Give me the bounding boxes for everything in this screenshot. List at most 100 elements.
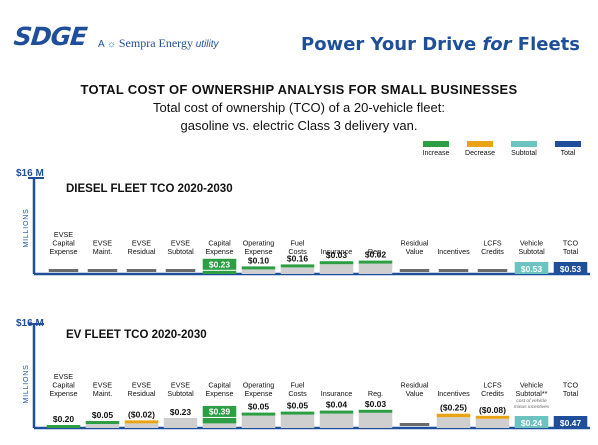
tagline-suffix: utility [195, 39, 219, 50]
bar-lcfs-credits [477, 269, 508, 272]
category-label-operating-expense: Operating [243, 239, 275, 248]
bar-evse-residual [124, 420, 159, 424]
category-label-capital-expense: Expense [206, 247, 234, 256]
category-label-capital-expense: Capital [208, 381, 231, 390]
value-label-capital-expense: $0.23 [209, 259, 231, 269]
category-label-lcfs-credits: Credits [481, 389, 504, 398]
sempra-tagline: A ☼ Sempra Energy utility [98, 36, 219, 51]
bar-residual-value [399, 423, 430, 426]
category-label-fuel-costs: Costs [288, 247, 307, 256]
category-label-residual-value: Value [406, 247, 424, 256]
chart-title: DIESEL FLEET TCO 2020-2030 [66, 183, 233, 195]
bar-base-fuel-costs [280, 414, 315, 428]
value-label-operating-expense: $0.05 [248, 402, 270, 412]
legend-label-decrease: Decrease [465, 150, 495, 157]
category-label-lcfs-credits: LCFS [483, 239, 502, 248]
category-label-capital-expense: Capital [208, 239, 231, 248]
legend-item-subtotal: Subtotal [504, 141, 544, 157]
y-axis-tick-label: $16 M [16, 318, 44, 329]
category-label-reg: Reg. [368, 247, 383, 256]
category-label-evse-subtotal: EVSE [171, 381, 190, 390]
bar-incentives [436, 413, 471, 418]
bar-base-reg [358, 263, 393, 274]
category-label-incentives: Incentives [437, 389, 470, 398]
category-label-evse-residual: Residual [128, 389, 156, 398]
category-label-reg: Reg. [368, 389, 383, 398]
category-label-tco-total: TCO [563, 381, 579, 390]
category-label-capital-expense: Expense [206, 389, 234, 398]
value-label-evse-capital-expense: $0.20 [53, 414, 75, 424]
bar-insurance [319, 261, 354, 265]
value-label-vehicle-subtotal: $0.53 [521, 264, 543, 274]
category-label-evse-subtotal: Subtotal [167, 247, 194, 256]
value-label-lcfs-credits: ($0.08) [479, 405, 506, 415]
legend-label-increase: Increase [422, 150, 450, 157]
category-label-lcfs-credits: LCFS [483, 381, 502, 390]
vehicle-subtotal-note: cost of vehicle [516, 398, 547, 404]
value-label-evse-residual: ($0.02) [128, 409, 155, 419]
category-label-residual-value: Residual [401, 239, 429, 248]
bar-base-insurance [319, 264, 354, 274]
bar-evse-maint [85, 421, 120, 424]
bar-evse-capital-expense [46, 425, 81, 428]
category-label-operating-expense: Expense [245, 389, 273, 398]
value-label-fuel-costs: $0.05 [287, 401, 309, 411]
category-label-evse-capital-expense: Expense [50, 389, 78, 398]
bar-evse-maint [87, 269, 118, 272]
bar-insurance [319, 410, 354, 414]
bar-lcfs-credits [475, 415, 510, 419]
category-label-evse-capital-expense: EVSE [54, 372, 73, 381]
value-label-tco-total: $0.53 [560, 264, 582, 274]
value-label-reg: $0.03 [365, 399, 387, 409]
y-axis-tick-label: $16 M [16, 168, 44, 179]
category-label-fuel-costs: Costs [288, 389, 307, 398]
category-label-fuel-costs: Fuel [291, 239, 305, 248]
value-label-vehicle-subtotal: $0.24 [521, 418, 543, 428]
bar-vehicle-subtotal [514, 262, 549, 274]
category-label-residual-value: Residual [401, 381, 429, 390]
category-label-insurance: Insurance [321, 389, 353, 398]
bar-reg [358, 409, 393, 413]
legend-swatch-decrease [467, 141, 493, 147]
category-label-evse-capital-expense: Capital [52, 381, 75, 390]
bar-evse-capital-expense [48, 269, 79, 272]
value-label-evse-maint: $0.05 [92, 410, 114, 420]
category-label-evse-maint: EVSE [93, 239, 112, 248]
bar-fuel-costs [280, 411, 315, 415]
headline: Power Your Drive for Fleets [301, 34, 580, 55]
legend-item-total: Total [548, 141, 588, 157]
category-label-vehicle-subtotal: Subtotal [518, 247, 545, 256]
bar-base-insurance [319, 413, 354, 428]
legend-swatch-total [555, 141, 581, 147]
bar-base-lcfs-credits [475, 418, 510, 428]
page-subtitle-line2: gasoline vs. electric Class 3 delivery v… [180, 118, 418, 133]
legend-swatch-subtotal [511, 141, 537, 147]
value-label-tco-total: $0.47 [560, 418, 582, 428]
vehicle-subtotal-note: minus incentives [514, 404, 550, 410]
bar-base-incentives [436, 417, 471, 428]
category-label-operating-expense: Expense [245, 247, 273, 256]
category-label-vehicle-subtotal: Vehicle [520, 239, 543, 248]
value-label-reg: $0.02 [365, 250, 387, 260]
legend-label-subtotal: Subtotal [511, 150, 537, 157]
category-label-vehicle-subtotal: Subtotal** [516, 389, 548, 398]
sdge-logo: SDGE A ☼ Sempra Energy utility [12, 20, 264, 56]
category-label-evse-residual: EVSE [132, 239, 151, 248]
value-label-insurance: $0.04 [326, 400, 348, 410]
bar-fuel-costs [280, 264, 315, 268]
y-axis-label: MILLIONS [23, 208, 30, 247]
category-label-residual-value: Value [406, 389, 424, 398]
diesel-tco-chart: $16 M MILLIONS DIESEL FLEET TCO 2020-2030 E… [16, 168, 590, 276]
category-label-lcfs-credits: Credits [481, 247, 504, 256]
chart-title: EV FLEET TCO 2020-2030 [66, 329, 207, 341]
bar-base-capital-expense [202, 423, 237, 428]
headline-part1: Power Your Drive [301, 34, 483, 55]
value-label-evse-subtotal: $0.23 [170, 407, 192, 417]
category-label-evse-capital-expense: EVSE [54, 230, 73, 239]
category-label-tco-total: TCO [563, 239, 579, 248]
y-axis-label: MILLIONS [23, 364, 30, 403]
headline-part2: Fleets [511, 34, 580, 55]
page-title: TOTAL COST OF OWNERSHIP ANALYSIS FOR SMA… [80, 82, 518, 97]
legend-swatch-increase [423, 141, 449, 147]
